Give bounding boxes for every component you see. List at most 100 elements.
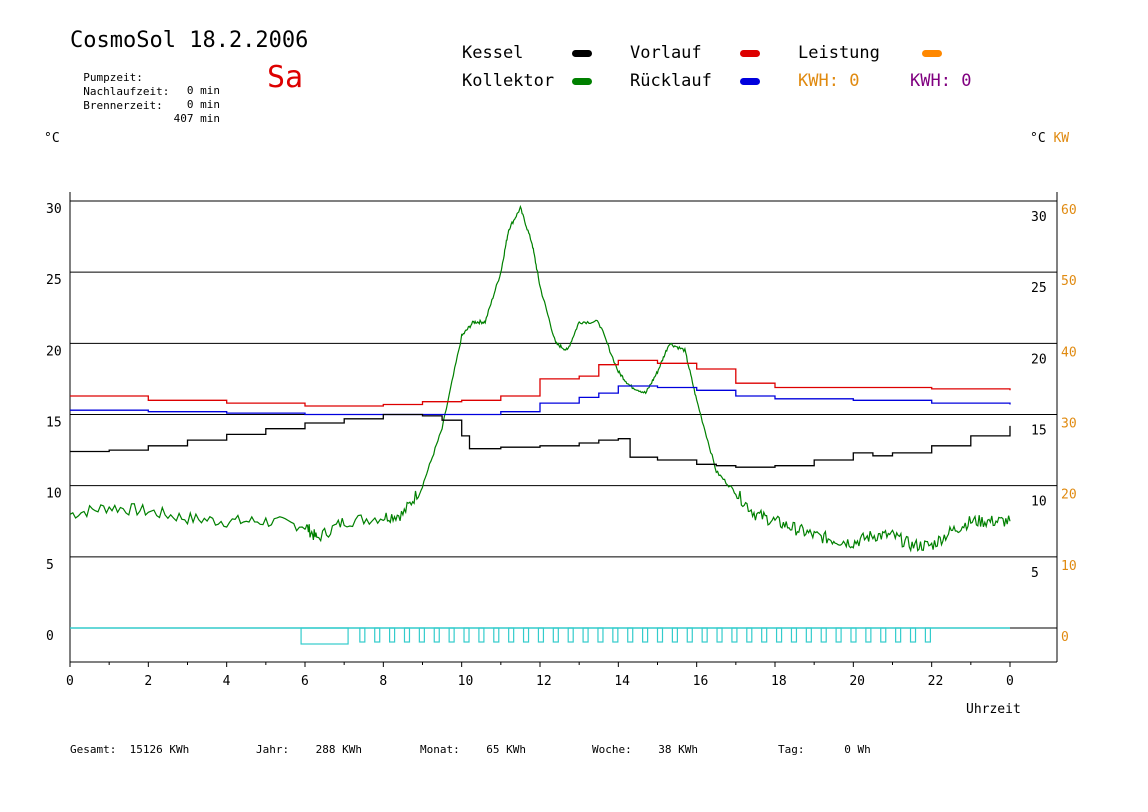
x-tick-label: 8 bbox=[379, 674, 387, 689]
kwh-value: 0 bbox=[961, 71, 972, 91]
kwh-label: KWH: bbox=[798, 71, 839, 91]
legend-leistung: Leistung bbox=[798, 43, 880, 63]
footer-label: Jahr: bbox=[256, 743, 290, 756]
y-right-tick-label: 5 bbox=[1031, 566, 1039, 581]
stat-pumpzeit: Pumpzeit: 0 min bbox=[70, 58, 220, 97]
y-kw-tick-label: 0 bbox=[1061, 630, 1069, 645]
y-left-tick-label: 10 bbox=[46, 487, 62, 502]
x-tick-label: 16 bbox=[693, 674, 709, 689]
legend-vorlauf-swatch bbox=[740, 50, 760, 57]
pump-pulse bbox=[567, 627, 574, 643]
pump-pulse bbox=[552, 627, 559, 643]
pump-pulse bbox=[671, 627, 678, 643]
footer-label: Monat: bbox=[420, 743, 460, 756]
y-left-tick-label: 5 bbox=[46, 558, 54, 573]
legend-kessel: Kessel bbox=[462, 43, 524, 63]
pump-pulse bbox=[746, 627, 753, 643]
legend-kessel-swatch bbox=[572, 50, 592, 57]
legend-leistung-swatch bbox=[922, 50, 942, 57]
pump-pulse bbox=[537, 627, 545, 643]
pump-pulse bbox=[612, 627, 619, 643]
footer-value: 65 KWh bbox=[486, 743, 526, 756]
chart-title: CosmoSol 18.2.2006 bbox=[70, 28, 309, 53]
right-unit-celsius: °C bbox=[1030, 131, 1046, 146]
footer-label: Woche: bbox=[592, 743, 632, 756]
pump-pulse bbox=[493, 627, 500, 643]
footer-jahr: Jahr: 288 KWh bbox=[256, 743, 362, 756]
pump-activity bbox=[70, 627, 1010, 645]
y-kw-tick-label: 30 bbox=[1061, 417, 1077, 432]
y-left-tick-label: 0 bbox=[46, 629, 54, 644]
y-right-tick-label: 20 bbox=[1031, 352, 1047, 367]
pump-pulse bbox=[478, 627, 485, 643]
x-tick-label: 22 bbox=[928, 674, 944, 689]
y-right-tick-label: 15 bbox=[1031, 424, 1047, 439]
pump-pulse bbox=[850, 627, 857, 643]
pump-pulse bbox=[508, 627, 515, 643]
pump-pulse bbox=[522, 627, 530, 643]
legend-vorlauf: Vorlauf bbox=[630, 43, 702, 63]
legend-kwh-1: KWH: 0 bbox=[798, 71, 859, 91]
kwh-value: 0 bbox=[849, 71, 860, 91]
legend-kollektor: Kollektor bbox=[462, 71, 555, 91]
y-kw-tick-label: 40 bbox=[1061, 345, 1077, 360]
footer-monat: Monat: 65 KWh bbox=[420, 743, 526, 756]
pump-pulse bbox=[418, 627, 425, 643]
pump-pulse bbox=[790, 627, 798, 643]
pump-pulse bbox=[909, 627, 917, 643]
series-line-vorlauf bbox=[70, 359, 1011, 407]
pump-pulse bbox=[880, 627, 887, 643]
footer-label: Gesamt: bbox=[70, 743, 117, 756]
x-tick-label: 0 bbox=[1006, 674, 1014, 689]
pump-pulse bbox=[374, 627, 381, 643]
y-kw-tick-label: 20 bbox=[1061, 488, 1077, 503]
footer-gesamt: Gesamt: 15126 KWh bbox=[70, 743, 189, 756]
pump-pulse bbox=[389, 627, 396, 643]
x-tick-label: 20 bbox=[849, 674, 865, 689]
pump-pulse bbox=[775, 627, 783, 643]
series-line-ruecklauf bbox=[70, 385, 1011, 416]
series-line-kollektor bbox=[69, 204, 1011, 553]
legend-ruecklauf-swatch bbox=[740, 78, 760, 85]
x-tick-label: 0 bbox=[66, 674, 74, 689]
weekday-label: Sa bbox=[267, 60, 304, 95]
pump-pulse bbox=[716, 627, 723, 643]
pump-pulse bbox=[701, 627, 708, 643]
stat-value: 0 min bbox=[186, 98, 220, 111]
pump-pulse bbox=[627, 627, 634, 643]
footer-tag: Tag: 0 Wh bbox=[778, 743, 871, 756]
footer-value: 0 Wh bbox=[844, 743, 871, 756]
right-unit-kw: KW bbox=[1053, 131, 1070, 146]
stat-label: Nachlaufzeit: bbox=[83, 85, 170, 98]
pump-pulse bbox=[895, 627, 902, 643]
pump-pulse bbox=[433, 627, 440, 643]
y-kw-tick-label: 10 bbox=[1061, 559, 1077, 574]
y-left-tick-label: 15 bbox=[46, 416, 62, 431]
legend-ruecklauf: Rücklauf bbox=[630, 71, 712, 91]
left-unit-label: °C bbox=[44, 131, 60, 146]
y-left-tick-label: 25 bbox=[46, 273, 62, 288]
x-tick-label: 12 bbox=[536, 674, 552, 689]
footer-value: 288 KWh bbox=[315, 743, 362, 756]
stat-value: 407 min bbox=[173, 112, 220, 125]
stat-brennerzeit: Brennerzeit: 407 min bbox=[70, 86, 220, 125]
series-lines bbox=[69, 204, 1011, 553]
pump-pulse bbox=[731, 627, 738, 643]
x-tick-label: 18 bbox=[771, 674, 787, 689]
ticks bbox=[69, 662, 1011, 667]
legend-kollektor-swatch bbox=[572, 78, 592, 85]
x-tick-label: 6 bbox=[301, 674, 309, 689]
y-left-tick-label: 30 bbox=[46, 202, 62, 217]
pump-pulse bbox=[865, 627, 872, 643]
y-left-tick-label: 20 bbox=[46, 344, 62, 359]
pump-pulse bbox=[642, 627, 649, 643]
series-line-kessel bbox=[70, 413, 1011, 468]
y-kw-tick-label: 60 bbox=[1061, 203, 1077, 218]
x-tick-label: 4 bbox=[223, 674, 231, 689]
y-right-tick-label: 10 bbox=[1031, 495, 1047, 510]
pump-pulse bbox=[805, 627, 812, 643]
y-right-tick-label: 25 bbox=[1031, 281, 1047, 296]
pump-pulse bbox=[924, 627, 932, 643]
